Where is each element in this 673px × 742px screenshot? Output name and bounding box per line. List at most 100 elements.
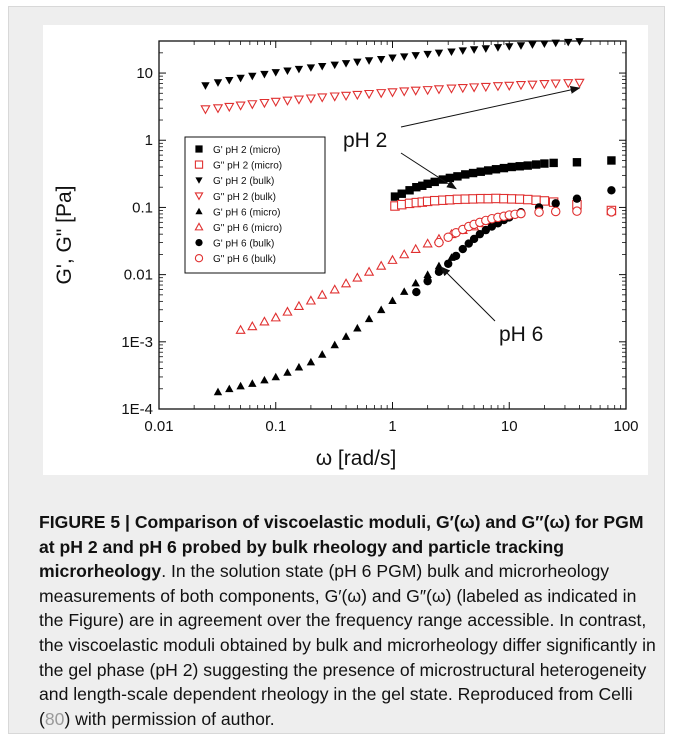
data-point (476, 167, 485, 176)
x-axis-ticks: 0.01 0.1 1 10 100 (144, 41, 639, 435)
legend-box (184, 136, 326, 274)
data-point (270, 97, 281, 108)
data-point (438, 175, 448, 184)
caption-body: . In the solution state (pH 6 PGM) bulk … (39, 561, 656, 729)
data-point (443, 232, 453, 242)
data-point (507, 162, 516, 172)
data-point (363, 89, 375, 100)
data-point (397, 189, 406, 198)
data-point (283, 67, 292, 76)
data-point (572, 194, 582, 203)
data-point (468, 168, 478, 178)
data-point (445, 173, 455, 183)
data-point (376, 55, 386, 64)
data-point (434, 49, 444, 58)
caption-tail: ) with permission of author. (64, 708, 275, 729)
data-point (364, 314, 374, 323)
data-point (491, 165, 501, 174)
y-tick-label: 1E-3 (121, 334, 153, 351)
data-point (534, 207, 544, 217)
data-point (248, 72, 257, 81)
data-point (271, 69, 280, 77)
data-point (540, 40, 549, 49)
annotations: pH 2 pH 6 (343, 85, 581, 346)
series-1 (390, 193, 617, 216)
data-point (235, 101, 246, 111)
data-point (549, 158, 558, 168)
data-point (352, 272, 363, 282)
legend-marker (194, 222, 204, 231)
data-point (423, 270, 432, 278)
data-point (399, 249, 410, 259)
data-point (575, 38, 584, 46)
data-point (411, 52, 420, 60)
data-point (282, 306, 293, 316)
data-point (318, 350, 327, 358)
data-point (293, 300, 305, 311)
data-point (458, 47, 467, 55)
legend-marker (194, 254, 204, 263)
data-point (270, 312, 281, 322)
data-point (271, 372, 280, 381)
data-point (387, 254, 398, 264)
series-2 (201, 38, 584, 90)
data-series (200, 38, 617, 396)
data-point (563, 79, 574, 89)
data-point (483, 166, 493, 175)
caption-title: FIGURE 5 | Comparison of viscoelastic mo… (39, 512, 644, 582)
y-tick-label: 0.01 (124, 267, 153, 284)
data-point (213, 79, 223, 87)
data-point (572, 206, 582, 216)
legend-label: G' pH 6 (bulk) (213, 239, 274, 250)
data-point (200, 105, 211, 115)
legend-label: G' pH 2 (bulk) (213, 176, 274, 187)
data-point (341, 60, 351, 68)
data-point (352, 90, 363, 101)
data-point (499, 163, 509, 173)
data-point (353, 323, 362, 332)
data-point (418, 181, 427, 190)
data-point (306, 357, 316, 366)
x-tick-label: 0.01 (144, 418, 173, 435)
data-point (225, 76, 234, 85)
data-point (341, 332, 351, 340)
data-point (390, 192, 400, 201)
data-point (522, 194, 533, 205)
data-point (423, 50, 432, 59)
data-point (460, 194, 471, 204)
data-point (260, 70, 269, 79)
data-point (340, 91, 352, 102)
y-tick-label: 0.1 (132, 199, 153, 216)
data-point (468, 83, 480, 93)
data-point (434, 237, 444, 248)
caption-citation-link[interactable]: 80 (44, 708, 65, 729)
data-point (447, 48, 456, 57)
legend-label: G" pH 6 (micro) (213, 223, 282, 234)
data-point (551, 199, 560, 208)
data-point (400, 287, 409, 295)
y-tick-label: 1E-4 (121, 401, 153, 418)
annotation-arrow-ph6 (440, 266, 496, 322)
data-point (515, 81, 527, 91)
data-point (340, 278, 352, 288)
data-point (504, 81, 515, 91)
x-tick-label: 100 (613, 418, 638, 435)
data-point (363, 266, 375, 276)
data-point (410, 243, 421, 253)
data-point (515, 162, 524, 171)
data-point (492, 82, 504, 92)
data-point (550, 79, 561, 89)
data-point (540, 159, 549, 168)
data-point (430, 177, 439, 187)
data-point (259, 98, 270, 109)
data-point (248, 379, 257, 387)
legend-marker (194, 160, 204, 169)
data-point (259, 316, 270, 326)
data-point (235, 324, 246, 334)
data-point (400, 53, 409, 61)
y-axis-label: G', G" [Pa] (53, 186, 76, 285)
data-point (550, 206, 561, 217)
data-point (260, 375, 269, 384)
data-point (412, 287, 421, 297)
data-point (283, 368, 292, 376)
